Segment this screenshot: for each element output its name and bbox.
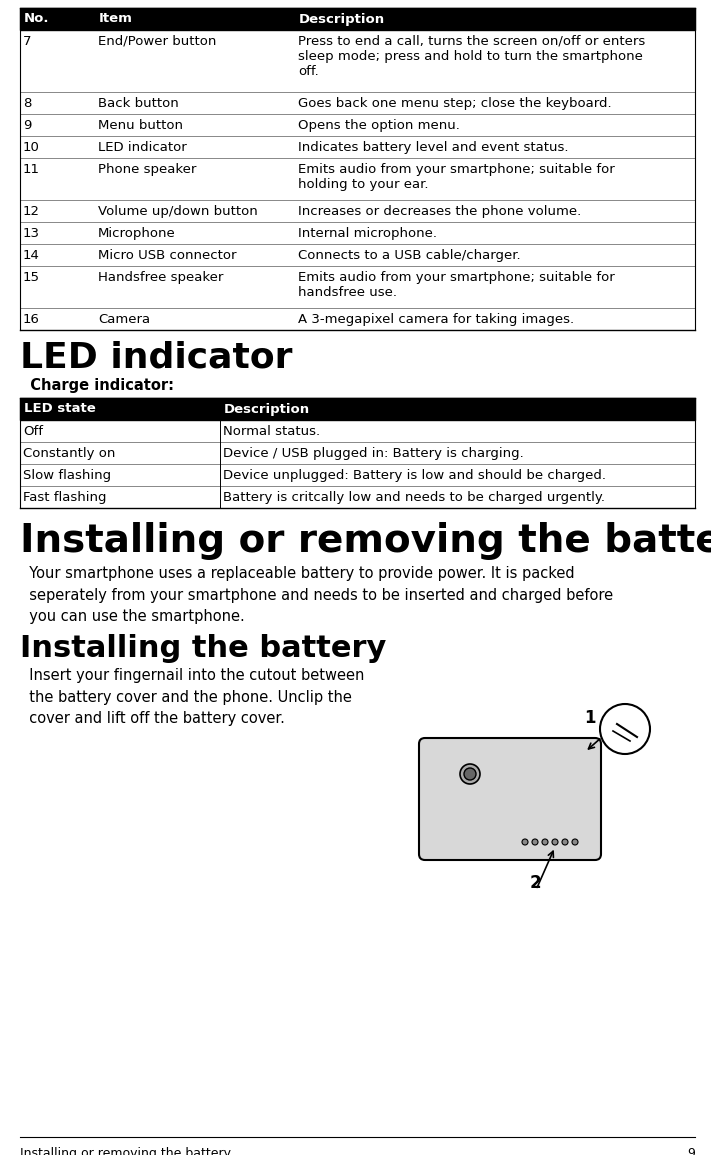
Circle shape [532, 839, 538, 845]
Text: 13: 13 [23, 228, 40, 240]
Text: Increases or decreases the phone volume.: Increases or decreases the phone volume. [298, 204, 582, 218]
Text: 9: 9 [23, 119, 31, 132]
Circle shape [522, 839, 528, 845]
Text: Installing or removing the battery: Installing or removing the battery [20, 1147, 231, 1155]
Text: Installing or removing the battery: Installing or removing the battery [20, 522, 711, 560]
Text: 7: 7 [23, 35, 31, 49]
Text: Battery is critcally low and needs to be charged urgently.: Battery is critcally low and needs to be… [223, 491, 605, 504]
Text: Charge indicator:: Charge indicator: [20, 378, 174, 393]
Text: Opens the option menu.: Opens the option menu. [298, 119, 460, 132]
Text: 10: 10 [23, 141, 40, 154]
Circle shape [464, 768, 476, 780]
Text: Press to end a call, turns the screen on/off or enters
sleep mode; press and hol: Press to end a call, turns the screen on… [298, 35, 646, 79]
Text: Device unplugged: Battery is low and should be charged.: Device unplugged: Battery is low and sho… [223, 469, 606, 482]
Text: Volume up/down button: Volume up/down button [98, 204, 258, 218]
Text: 9: 9 [687, 1147, 695, 1155]
Text: Constantly on: Constantly on [23, 447, 115, 460]
Circle shape [600, 705, 650, 754]
Text: 2: 2 [530, 874, 542, 892]
Text: Connects to a USB cable/charger.: Connects to a USB cable/charger. [298, 249, 520, 262]
Text: Off: Off [23, 425, 43, 438]
Text: Description: Description [224, 402, 310, 416]
Text: Your smartphone uses a replaceable battery to provide power. It is packed
  sepe: Your smartphone uses a replaceable batte… [20, 566, 613, 624]
Text: Fast flashing: Fast flashing [23, 491, 107, 504]
Circle shape [542, 839, 548, 845]
Text: 14: 14 [23, 249, 40, 262]
Text: End/Power button: End/Power button [98, 35, 216, 49]
Text: Micro USB connector: Micro USB connector [98, 249, 237, 262]
Text: Microphone: Microphone [98, 228, 176, 240]
Text: 8: 8 [23, 97, 31, 110]
Text: 12: 12 [23, 204, 40, 218]
Circle shape [552, 839, 558, 845]
Text: Goes back one menu step; close the keyboard.: Goes back one menu step; close the keybo… [298, 97, 611, 110]
Text: Emits audio from your smartphone; suitable for
handsfree use.: Emits audio from your smartphone; suitab… [298, 271, 615, 299]
Text: Camera: Camera [98, 313, 150, 326]
Text: 1: 1 [584, 709, 596, 726]
Bar [20, 398, 695, 420]
Text: Internal microphone.: Internal microphone. [298, 228, 437, 240]
Text: A 3-megapixel camera for taking images.: A 3-megapixel camera for taking images. [298, 313, 574, 326]
Text: LED indicator: LED indicator [98, 141, 187, 154]
Text: 16: 16 [23, 313, 40, 326]
Text: Menu button: Menu button [98, 119, 183, 132]
FancyBboxPatch shape [419, 738, 601, 860]
Text: LED indicator: LED indicator [20, 340, 292, 374]
Text: Phone speaker: Phone speaker [98, 163, 196, 176]
Text: Slow flashing: Slow flashing [23, 469, 111, 482]
Text: Item: Item [99, 13, 133, 25]
Circle shape [562, 839, 568, 845]
Text: 15: 15 [23, 271, 40, 284]
Text: No.: No. [24, 13, 50, 25]
Text: 11: 11 [23, 163, 40, 176]
Text: Back button: Back button [98, 97, 178, 110]
Text: Normal status.: Normal status. [223, 425, 320, 438]
Text: Indicates battery level and event status.: Indicates battery level and event status… [298, 141, 569, 154]
Text: Emits audio from your smartphone; suitable for
holding to your ear.: Emits audio from your smartphone; suitab… [298, 163, 615, 191]
Circle shape [572, 839, 578, 845]
Text: Handsfree speaker: Handsfree speaker [98, 271, 223, 284]
Text: Device / USB plugged in: Battery is charging.: Device / USB plugged in: Battery is char… [223, 447, 524, 460]
Text: LED state: LED state [24, 402, 96, 416]
Text: Description: Description [299, 13, 385, 25]
Bar [20, 8, 695, 30]
Text: Insert your fingernail into the cutout between
  the battery cover and the phone: Insert your fingernail into the cutout b… [20, 668, 364, 726]
Circle shape [460, 763, 480, 784]
Text: Installing the battery: Installing the battery [20, 634, 386, 663]
